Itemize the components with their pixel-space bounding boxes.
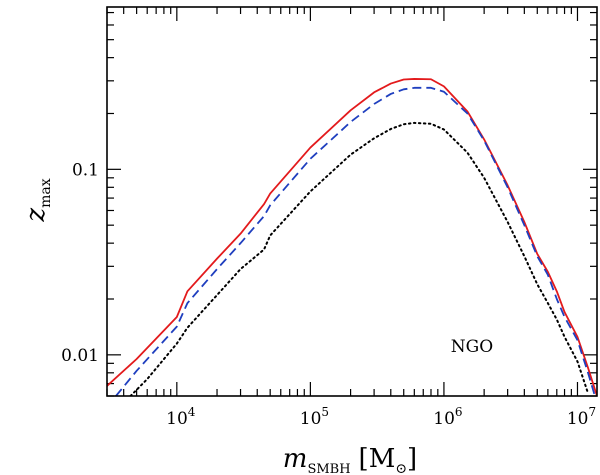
series-line-dotted	[129, 121, 590, 396]
x-tick-label-1e5: 105	[300, 405, 329, 429]
series-layer	[107, 78, 597, 396]
annotation-ngo: NGO	[451, 337, 493, 357]
y-tick-label-0.01: 0.01	[61, 346, 99, 366]
plot-frame	[106, 6, 598, 397]
major-ticks	[107, 7, 597, 396]
series-line-solid	[107, 78, 597, 396]
x-axis-title: mSMBH [M⊙]	[283, 444, 417, 475]
x-tick-label-1e4: 104	[166, 405, 196, 429]
x-tick-label-1e7: 107	[567, 405, 596, 429]
x-tick-label-1e6: 106	[433, 405, 462, 429]
y-axis-title: zmax	[21, 178, 54, 222]
minor-ticks	[106, 7, 597, 397]
series-line-dashed	[115, 86, 596, 396]
y-tick-label-0.1: 0.1	[72, 160, 99, 180]
